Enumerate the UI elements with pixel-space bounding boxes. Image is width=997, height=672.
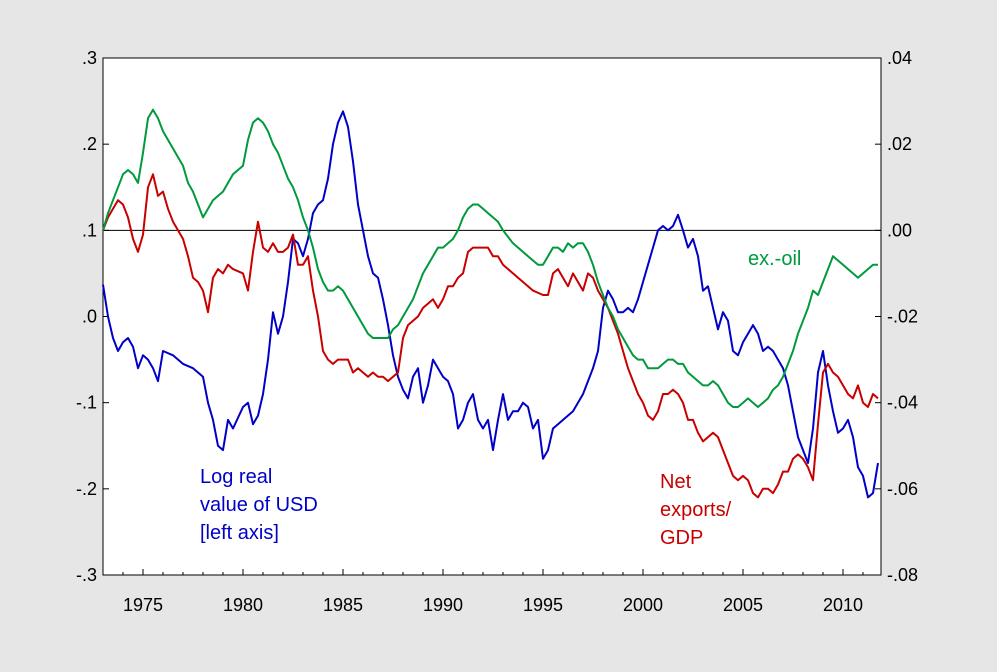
- x-tick-label: 1985: [323, 595, 363, 615]
- right-tick-label: .04: [887, 48, 912, 68]
- x-tick-label: 1990: [423, 595, 463, 615]
- right-tick-label: -.06: [887, 479, 918, 499]
- left-tick-label: .0: [82, 307, 97, 327]
- right-tick-label: -.08: [887, 565, 918, 585]
- chart-container: 1975 1980 1985 1990 1995 2000 2005 2010 .3 .2 .1 .0…: [0, 0, 997, 667]
- x-tick-label: 1975: [123, 595, 163, 615]
- left-tick-label: -.2: [76, 479, 97, 499]
- left-tick-label: -.1: [76, 393, 97, 413]
- x-tick-label: 1995: [523, 595, 563, 615]
- left-tick-label: .2: [82, 134, 97, 154]
- left-tick-label: .3: [82, 48, 97, 68]
- right-tick-label: -.02: [887, 307, 918, 327]
- right-tick-label: -.04: [887, 393, 918, 413]
- x-tick-label: 2005: [723, 595, 763, 615]
- ex-oil-annotation: ex.-oil: [748, 248, 801, 270]
- line-chart: 1975 1980 1985 1990 1995 2000 2005 2010 .3 .2 .1 .0…: [0, 0, 997, 667]
- left-tick-label: -.3: [76, 565, 97, 585]
- left-tick-label: .1: [82, 220, 97, 240]
- x-tick-label: 2000: [623, 595, 663, 615]
- x-tick-label: 1980: [223, 595, 263, 615]
- x-tick-label: 2010: [823, 595, 863, 615]
- right-tick-label: .02: [887, 134, 912, 154]
- right-tick-label: .00: [887, 220, 912, 240]
